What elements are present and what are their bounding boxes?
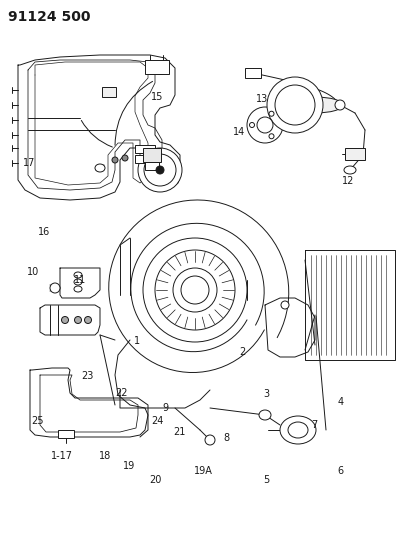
Text: 21: 21 (173, 427, 185, 437)
Text: 13: 13 (256, 94, 268, 103)
Ellipse shape (62, 317, 68, 324)
Bar (102, 87, 116, 97)
Text: 22: 22 (115, 389, 128, 398)
Ellipse shape (84, 317, 92, 324)
Text: 19: 19 (123, 462, 135, 471)
Ellipse shape (173, 268, 217, 312)
Bar (135, 145, 155, 153)
Text: 16: 16 (38, 227, 50, 237)
Ellipse shape (138, 148, 182, 192)
Ellipse shape (50, 283, 60, 293)
Ellipse shape (247, 107, 283, 143)
Ellipse shape (281, 301, 289, 309)
Text: 20: 20 (149, 475, 162, 484)
Ellipse shape (74, 279, 82, 285)
Ellipse shape (95, 164, 105, 172)
Text: 10: 10 (27, 267, 39, 277)
Ellipse shape (259, 410, 271, 420)
Text: 5: 5 (263, 475, 270, 484)
Text: 8: 8 (224, 433, 230, 443)
Text: 25: 25 (31, 416, 44, 426)
Ellipse shape (155, 250, 235, 330)
Ellipse shape (257, 117, 273, 133)
Text: 19A: 19A (193, 466, 213, 475)
Ellipse shape (112, 157, 118, 163)
Text: 4: 4 (337, 398, 343, 407)
Ellipse shape (156, 166, 164, 174)
Text: 2: 2 (240, 347, 246, 357)
Ellipse shape (275, 85, 315, 125)
Ellipse shape (269, 111, 274, 116)
Ellipse shape (74, 286, 82, 292)
Ellipse shape (335, 100, 345, 110)
Bar (58, 430, 74, 438)
Text: 12: 12 (342, 176, 355, 186)
Ellipse shape (74, 272, 82, 278)
Text: 15: 15 (151, 92, 164, 102)
Ellipse shape (74, 317, 82, 324)
Text: 17: 17 (23, 158, 35, 167)
Text: 11: 11 (74, 275, 86, 285)
Text: 24: 24 (151, 416, 164, 426)
Text: 1-17: 1-17 (51, 451, 73, 461)
Text: 18: 18 (100, 451, 111, 461)
Text: 9: 9 (162, 403, 168, 413)
Bar (145, 162, 159, 170)
Bar (345, 148, 365, 160)
Ellipse shape (267, 77, 323, 133)
Text: 23: 23 (81, 371, 94, 381)
Ellipse shape (205, 435, 215, 445)
Ellipse shape (269, 134, 274, 139)
Text: 91124 500: 91124 500 (8, 10, 90, 24)
Text: 1: 1 (134, 336, 140, 346)
Text: 3: 3 (263, 390, 270, 399)
Ellipse shape (144, 154, 176, 186)
Text: 14: 14 (233, 127, 245, 136)
Ellipse shape (287, 97, 343, 113)
Bar (145, 60, 169, 74)
Bar (143, 148, 161, 162)
Bar (245, 68, 261, 78)
Text: 6: 6 (337, 466, 343, 475)
Ellipse shape (143, 238, 247, 342)
Text: 7: 7 (311, 420, 318, 430)
Bar (135, 155, 155, 163)
Ellipse shape (181, 276, 209, 304)
Ellipse shape (344, 166, 356, 174)
Ellipse shape (288, 422, 308, 438)
Ellipse shape (122, 155, 128, 161)
Ellipse shape (280, 416, 316, 444)
Ellipse shape (250, 123, 254, 127)
